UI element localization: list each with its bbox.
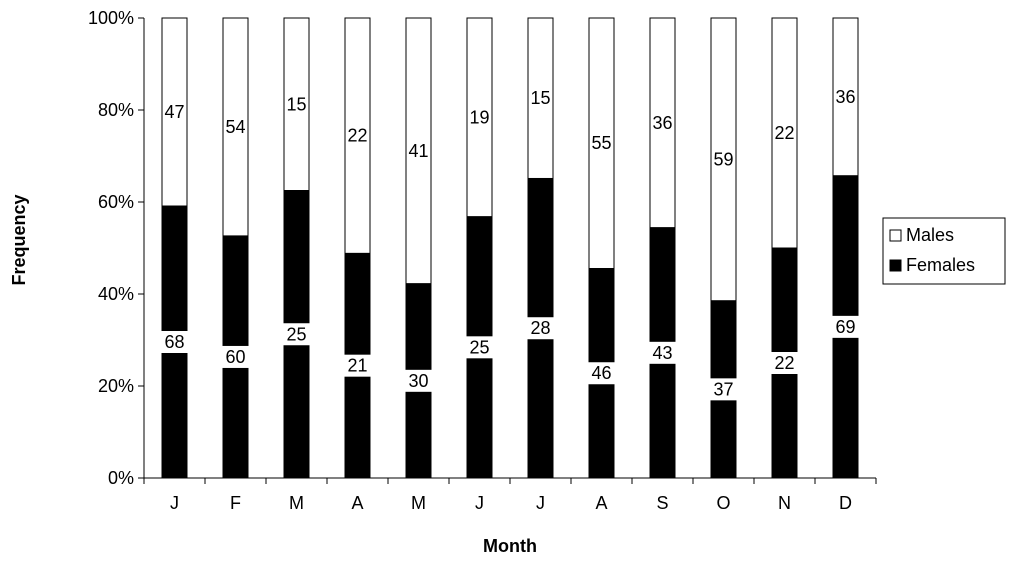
data-label-bg-females	[710, 378, 737, 401]
x-tick-label: J	[536, 493, 545, 513]
data-label-females: 43	[652, 343, 672, 363]
y-tick-label: 100%	[88, 8, 134, 28]
x-tick-label: N	[778, 493, 791, 513]
legend-swatch-females	[889, 259, 902, 272]
data-label-bg-females	[588, 362, 615, 385]
data-label-females: 25	[286, 324, 306, 344]
data-label-males: 47	[164, 102, 184, 122]
data-label-males: 36	[835, 87, 855, 107]
data-label-males: 15	[286, 94, 306, 114]
axes-layer: J F M A M J J A S O N D 0% 20% 40% 60% 80% 100%	[88, 8, 877, 513]
x-tick-label: F	[230, 493, 241, 513]
data-label-bg-females	[344, 354, 371, 377]
data-label-males: 15	[530, 88, 550, 108]
x-tick-label: M	[289, 493, 304, 513]
x-axis-title: Month	[483, 536, 537, 556]
data-label-males: 55	[591, 133, 611, 153]
legend-swatch-males	[889, 229, 902, 242]
data-label-females: 30	[408, 371, 428, 391]
data-label-bg-females	[161, 331, 188, 353]
y-tick-label: 80%	[98, 100, 134, 120]
data-label-bg-females	[283, 323, 310, 346]
legend-box	[882, 217, 1006, 285]
data-label-bg-females	[222, 345, 249, 368]
bar-males	[527, 17, 554, 179]
data-label-females: 22	[774, 353, 794, 373]
data-label-males: 36	[652, 113, 672, 133]
bar-males	[161, 17, 188, 207]
y-axis-title: Frequency	[9, 194, 29, 285]
data-label-bg-females	[832, 315, 859, 338]
bar-labels-layer: 68 47 60 54 25 15 21 22 30 41 25 19 28 15 46 55 43 36 37 59…	[161, 87, 859, 401]
bar-males	[832, 17, 859, 177]
bar-males	[649, 17, 676, 229]
data-label-males: 54	[225, 117, 245, 137]
x-tick-label: A	[351, 493, 363, 513]
x-tick-label: D	[839, 493, 852, 513]
y-tick-label: 60%	[98, 192, 134, 212]
x-tick-label: S	[656, 493, 668, 513]
legend: Males Females	[882, 217, 1006, 285]
bar-males	[344, 17, 371, 254]
data-label-males: 41	[408, 141, 428, 161]
bar-males	[771, 17, 798, 249]
data-label-females: 25	[469, 337, 489, 357]
data-label-females: 60	[225, 347, 245, 367]
bar-males	[466, 17, 493, 218]
data-label-bg-females	[405, 369, 432, 392]
data-label-males: 22	[347, 126, 367, 146]
data-label-females: 69	[835, 317, 855, 337]
bar-males	[283, 17, 310, 191]
y-tick-label: 0%	[108, 468, 134, 488]
legend-label-males: Males	[906, 225, 954, 245]
legend-label-females: Females	[906, 255, 975, 275]
data-label-bg-females	[771, 352, 798, 374]
bar-males	[405, 17, 432, 285]
x-tick-label: A	[595, 493, 607, 513]
data-label-females: 37	[713, 379, 733, 399]
y-tick-label: 20%	[98, 376, 134, 396]
x-tick-label: J	[475, 493, 484, 513]
data-label-bg-females	[649, 341, 676, 364]
bars-layer	[161, 17, 859, 479]
data-label-males: 19	[469, 107, 489, 127]
bar-males	[710, 17, 737, 302]
data-label-females: 21	[347, 356, 367, 376]
y-tick-label: 40%	[98, 284, 134, 304]
data-label-females: 28	[530, 318, 550, 338]
x-tick-label: J	[170, 493, 179, 513]
data-label-bg-females	[466, 336, 493, 359]
bar-males	[222, 17, 249, 237]
x-tick-label: O	[716, 493, 730, 513]
data-label-females: 68	[164, 332, 184, 352]
x-tick-label: M	[411, 493, 426, 513]
data-label-males: 59	[713, 149, 733, 169]
data-label-bg-females	[527, 317, 554, 340]
data-label-females: 46	[591, 363, 611, 383]
data-label-males: 22	[774, 123, 794, 143]
bar-males	[588, 17, 615, 269]
